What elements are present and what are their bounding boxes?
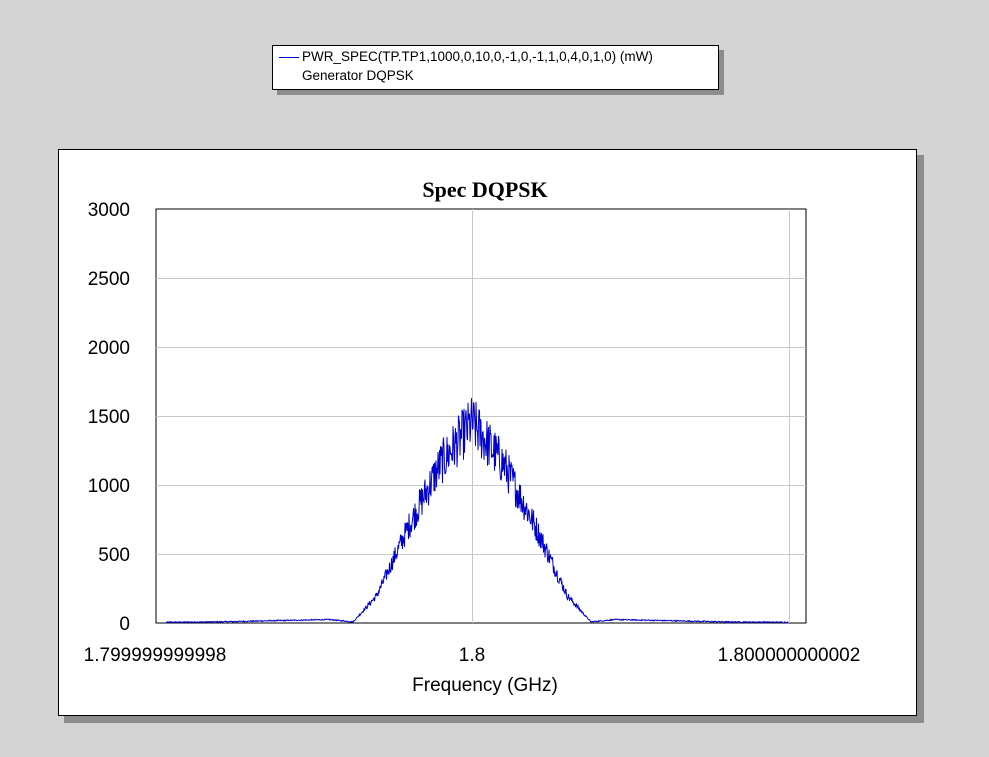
x-axis-label: Frequency (GHz) — [412, 675, 558, 696]
y-tick-label: 1500 — [88, 407, 130, 428]
y-tick-label: 3000 — [88, 200, 130, 221]
legend-source: Generator DQPSK — [302, 68, 414, 83]
x-tick-label: 1.799999999998 — [84, 645, 227, 666]
chart-frame: 0 500 1000 1500 2000 2500 3000 1.799999999998 1.… — [58, 149, 917, 716]
chart-title: Spec DQPSK — [422, 177, 547, 202]
legend-box: PWR_SPEC(TP.TP1,1000,0,10,0,-1,0,-1,1,0,… — [272, 45, 719, 90]
y-tick-label: 2000 — [88, 338, 130, 359]
y-tick-label: 2500 — [88, 269, 130, 290]
legend-swatch — [279, 57, 299, 58]
spectrum-series-line — [165, 398, 789, 624]
y-tick-label: 0 — [119, 614, 130, 635]
spectrum-chart: 0 500 1000 1500 2000 2500 3000 1.799999999998 1.… — [84, 177, 861, 696]
x-tick-label: 1.8 — [459, 645, 485, 666]
legend-entry: PWR_SPEC(TP.TP1,1000,0,10,0,-1,0,-1,1,0,… — [302, 49, 653, 64]
x-tick-label: 1.800000000002 — [718, 645, 861, 666]
y-tick-label: 1000 — [88, 476, 130, 497]
y-tick-label: 500 — [98, 545, 130, 566]
